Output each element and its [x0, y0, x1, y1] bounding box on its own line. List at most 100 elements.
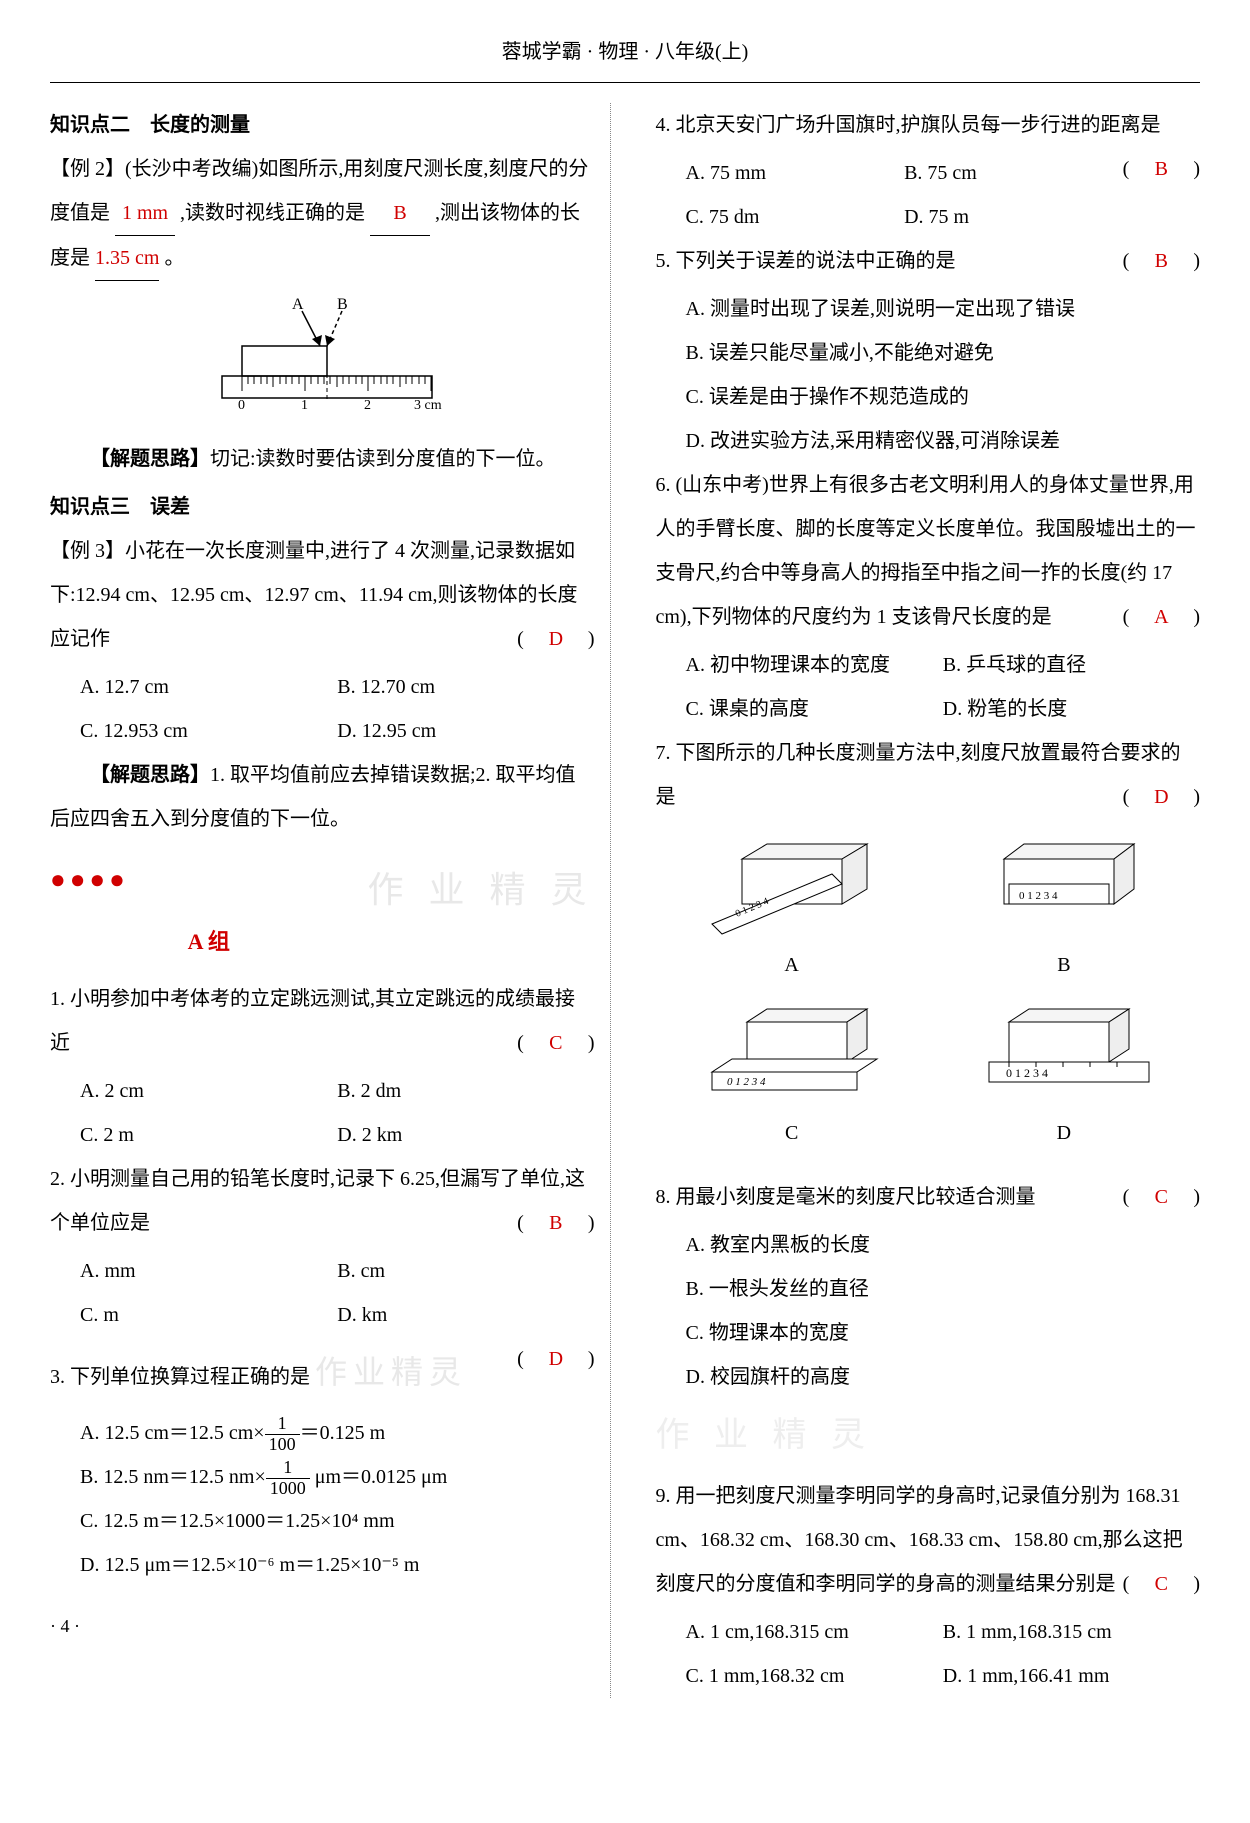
q8-options: A. 教室内黑板的长度 B. 一根头发丝的直径 C. 物理课本的宽度 D. 校园… [656, 1223, 1201, 1399]
q7-cap-b: B [933, 943, 1194, 987]
svg-text:0 1 2 3 4: 0 1 2 3 4 [1006, 1066, 1048, 1080]
q4-options: A. 75 mm B. 75 cm C. 75 dm D. 75 m [656, 151, 1123, 239]
q8-text: 8. 用最小刻度是毫米的刻度尺比较适合测量 [656, 1186, 1036, 1208]
ruler-label-b: B [337, 296, 348, 313]
q6: 6. (山东中考)世界上有很多古老文明利用人的身体丈量世界,用人的手臂长度、脚的… [656, 463, 1201, 639]
ex3-paren: ( D ) [517, 617, 594, 661]
q7-fig-a: 0 1 2 3 4 A [661, 829, 922, 987]
q9: 9. 用一把刻度尺测量李明同学的身高时,记录值分别为 168.31 cm、168… [656, 1474, 1201, 1606]
q5-text: 5. 下列关于误差的说法中正确的是 [656, 250, 956, 272]
ruler-figure: A B [50, 291, 595, 427]
q6-ans: A [1149, 595, 1173, 639]
two-column-layout: 知识点二 长度的测量 【例 2】(长沙中考改编)如图所示,用刻度尺测长度,刻度尺… [50, 103, 1200, 1698]
q5-opt-a: A. 测量时出现了误差,则说明一定出现了错误 [656, 287, 1201, 331]
ex3-ans: D [544, 617, 568, 661]
q4-text: 4. 北京天安门广场升国旗时,护旗队员每一步行进的距离是 [656, 114, 1161, 136]
q1-ans: C [544, 1021, 568, 1065]
q4-ans: B [1149, 147, 1173, 191]
example-2: 【例 2】(长沙中考改编)如图所示,用刻度尺测长度,刻度尺的分度值是 1 mm … [50, 147, 595, 281]
ex2-tip-label: 【解题思路】 [90, 448, 210, 470]
q7-paren: ( D ) [1123, 775, 1200, 819]
q9-text: 9. 用一把刻度尺测量李明同学的身高时,记录值分别为 168.31 cm、168… [656, 1485, 1183, 1595]
q6-opt-c: C. 课桌的高度 [686, 687, 943, 731]
q5-opt-d: D. 改进实验方法,采用精密仪器,可消除误差 [656, 419, 1201, 463]
q3-options: A. 12.5 cm＝12.5 cm×1100＝0.125 m B. 12.5 … [50, 1411, 595, 1587]
q9-opt-d: D. 1 mm,166.41 mm [943, 1654, 1200, 1698]
q1-paren: ( C ) [517, 1021, 594, 1065]
q8-opt-a: A. 教室内黑板的长度 [656, 1223, 1201, 1267]
ruler-label-a: A [292, 296, 304, 313]
watermark-1: 作 业 精 灵 [367, 851, 594, 930]
ex3-opt-c: C. 12.953 cm [80, 709, 337, 753]
svg-text:0 1 2 3 4: 0 1 2 3 4 [727, 1076, 766, 1088]
q1-opt-b: B. 2 dm [337, 1069, 594, 1113]
q1-opt-d: D. 2 km [337, 1113, 594, 1157]
q1-opt-c: C. 2 m [80, 1113, 337, 1157]
q3-opt-d: D. 12.5 μm＝12.5×10⁻⁶ m＝1.25×10⁻⁵ m [50, 1543, 595, 1587]
q2-paren: ( B ) [517, 1201, 594, 1245]
q8-paren: ( C ) [1123, 1175, 1200, 1219]
q2-ans: B [544, 1201, 568, 1245]
q1-options: A. 2 cm B. 2 dm C. 2 m D. 2 km [50, 1069, 595, 1157]
q9-opt-c: C. 1 mm,168.32 cm [686, 1654, 943, 1698]
q6-opt-b: B. 乒乓球的直径 [943, 643, 1200, 687]
q5-opt-b: B. 误差只能尽量减小,不能绝对避免 [656, 331, 1201, 375]
q5: 5. 下列关于误差的说法中正确的是 ( B ) [656, 239, 1201, 283]
q9-options: A. 1 cm,168.315 cm B. 1 mm,168.315 cm C.… [656, 1610, 1201, 1698]
q8-opt-d: D. 校园旗杆的高度 [656, 1355, 1201, 1399]
q3-paren: ( D ) [517, 1337, 594, 1381]
q5-options: A. 测量时出现了误差,则说明一定出现了错误 B. 误差只能尽量减小,不能绝对避… [656, 287, 1201, 463]
ex2-tip: 【解题思路】切记:读数时要估读到分度值的下一位。 [50, 437, 595, 481]
ex2-mid: ,读数时视线正确的是 [180, 202, 365, 224]
q9-paren: ( C ) [1123, 1562, 1200, 1606]
q6-options: A. 初中物理课本的宽度 B. 乒乓球的直径 C. 课桌的高度 D. 粉笔的长度 [656, 643, 1201, 731]
q4: 4. 北京天安门广场升国旗时,护旗队员每一步行进的距离是 ( B ) [656, 103, 1201, 147]
q4-opt-c: C. 75 dm [686, 195, 905, 239]
q4-opt-d: D. 75 m [904, 195, 1123, 239]
left-column: 知识点二 长度的测量 【例 2】(长沙中考改编)如图所示,用刻度尺测长度,刻度尺… [50, 103, 611, 1698]
q5-paren: ( B ) [1123, 239, 1200, 283]
q6-opt-a: A. 初中物理课本的宽度 [686, 643, 943, 687]
svg-text:3 cm: 3 cm [414, 398, 442, 411]
q7-fig-d: 0 1 2 3 4 D [933, 997, 1194, 1155]
q2-opt-d: D. km [337, 1293, 594, 1337]
right-column: 4. 北京天安门广场升国旗时,护旗队员每一步行进的距离是 ( B ) A. 75… [641, 103, 1201, 1698]
q9-opt-b: B. 1 mm,168.315 cm [943, 1610, 1200, 1654]
q1: 1. 小明参加中考体考的立定跳远测试,其立定跳远的成绩最接近 ( C ) [50, 977, 595, 1065]
q1-text: 1. 小明参加中考体考的立定跳远测试,其立定跳远的成绩最接近 [50, 988, 575, 1054]
q6-paren: ( A ) [1123, 595, 1200, 639]
ex3-opt-d: D. 12.95 cm [337, 709, 594, 753]
ex3-opt-b: B. 12.70 cm [337, 665, 594, 709]
q7-fig-b: 0 1 2 3 4 B [933, 829, 1194, 987]
q6-text: 6. (山东中考)世界上有很多古老文明利用人的身体丈量世界,用人的手臂长度、脚的… [656, 474, 1196, 628]
q8-opt-b: B. 一根头发丝的直径 [656, 1267, 1201, 1311]
ex3-text: 【例 3】小花在一次长度测量中,进行了 4 次测量,记录数据如下:12.94 c… [50, 540, 578, 650]
q5-opt-c: C. 误差是由于操作不规范造成的 [656, 375, 1201, 419]
example-3: 【例 3】小花在一次长度测量中,进行了 4 次测量,记录数据如下:12.94 c… [50, 529, 595, 661]
q2-text: 2. 小明测量自己用的铅笔长度时,记录下 6.25,但漏写了单位,这个单位应是 [50, 1168, 585, 1234]
page-number: · 4 · [50, 1607, 595, 1647]
q7-cap-d: D [933, 1111, 1194, 1155]
q3-ans: D [544, 1337, 568, 1381]
stamp-icon: ●●●● 作 业 精 灵 [50, 851, 595, 908]
q3-text: 3. 下列单位换算过程正确的是 [50, 1366, 310, 1388]
q7-fig-c: 0 1 2 3 4 C [661, 997, 922, 1155]
q7-text: 7. 下图所示的几种长度测量方法中,刻度尺放置最符合要求的是 [656, 742, 1181, 808]
ex2-blank1: 1 mm [115, 191, 175, 236]
ex2-end: 。 [164, 247, 184, 269]
q4-paren: ( B ) [1123, 147, 1200, 191]
q7-ans: D [1149, 775, 1173, 819]
svg-text:2: 2 [364, 398, 371, 411]
ex3-opt-a: A. 12.7 cm [80, 665, 337, 709]
q8: 8. 用最小刻度是毫米的刻度尺比较适合测量 ( C ) [656, 1175, 1201, 1219]
ex2-blank3: 1.35 cm [95, 236, 159, 281]
kp3-title: 知识点三 误差 [50, 485, 595, 529]
q2-options: A. mm B. cm C. m D. km [50, 1249, 595, 1337]
q4-opt-b: B. 75 cm [904, 151, 1123, 195]
q8-opt-c: C. 物理课本的宽度 [656, 1311, 1201, 1355]
q2-opt-a: A. mm [80, 1249, 337, 1293]
svg-text:0: 0 [238, 398, 245, 411]
svg-text:0 1 2 3 4: 0 1 2 3 4 [1019, 890, 1058, 902]
page-header: 蓉城学霸 · 物理 · 八年级(上) [50, 30, 1200, 83]
q2: 2. 小明测量自己用的铅笔长度时,记录下 6.25,但漏写了单位,这个单位应是 … [50, 1157, 595, 1245]
